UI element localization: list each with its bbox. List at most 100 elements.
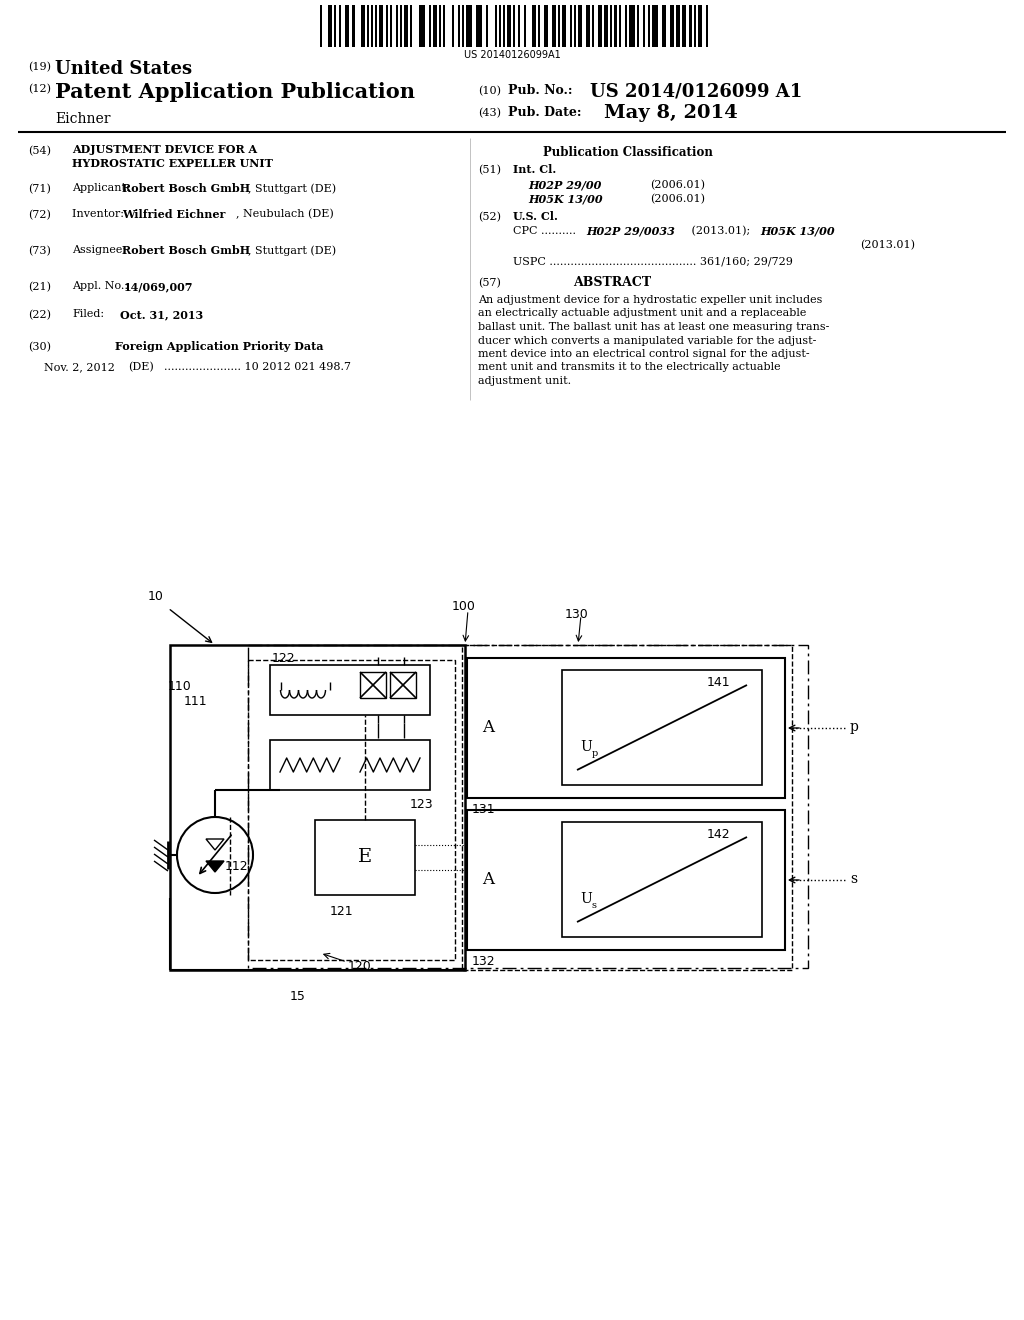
Bar [562,5,566,48]
Text: 110: 110 [168,680,191,693]
Bar [523,5,525,48]
Text: 10: 10 [148,590,164,603]
Bar [270,741,430,789]
Text: (54): (54) [28,147,51,156]
Text: Eichner: Eichner [55,112,111,125]
Bar [517,5,520,48]
Text: Oct. 31, 2013: Oct. 31, 2013 [120,309,203,319]
Bar [676,5,680,48]
Text: Appl. No.:: Appl. No.: [72,281,132,290]
Text: 100: 100 [452,601,476,612]
Text: H05K 13/00: H05K 13/00 [760,226,835,238]
Bar [670,5,674,48]
Text: an electrically actuable adjustment unit and a replaceable: an electrically actuable adjustment unit… [478,309,806,318]
Text: H05K 13/00: H05K 13/00 [528,194,603,205]
Text: (52): (52) [478,213,501,222]
Bar [531,5,536,48]
Bar [385,5,388,48]
Bar [462,5,464,48]
Text: 14/069,007: 14/069,007 [124,281,194,292]
Bar [495,5,497,48]
Bar [404,5,409,48]
Bar [419,5,425,48]
Text: HYDROSTATIC EXPELLER UNIT: HYDROSTATIC EXPELLER UNIT [72,158,272,169]
Bar [637,5,639,48]
Text: US 20140126099A1: US 20140126099A1 [464,50,560,59]
Bar [693,5,696,48]
Text: s: s [850,873,857,886]
Bar [375,5,378,48]
Bar [248,645,808,968]
Bar [586,5,590,48]
Text: 130: 130 [565,609,589,620]
Text: ducer which converts a manipulated variable for the adjust-: ducer which converts a manipulated varia… [478,335,816,346]
Bar [562,671,762,785]
Bar [513,5,515,48]
Bar [367,5,369,48]
Text: 122: 122 [272,652,296,665]
Text: 141: 141 [707,676,731,689]
Bar [682,5,686,48]
Text: (2006.01): (2006.01) [650,194,705,205]
Bar [625,5,627,48]
Text: 15: 15 [290,990,306,1003]
Text: (71): (71) [28,183,51,194]
Bar [476,5,482,48]
Bar [429,5,431,48]
Bar [329,5,332,48]
Text: H02P 29/0033: H02P 29/0033 [586,226,675,238]
Bar [592,5,594,48]
Text: A: A [482,719,494,737]
Bar [569,5,572,48]
Text: U: U [580,892,592,906]
Text: USPC .......................................... 361/160; 29/729: USPC ...................................… [513,256,793,267]
Text: (22): (22) [28,310,51,321]
Bar [604,5,608,48]
Text: 111: 111 [184,696,208,708]
Text: H02P 29/00: H02P 29/00 [528,180,601,191]
Bar [507,5,511,48]
Text: 120: 120 [348,960,372,973]
Text: Inventor:: Inventor: [72,209,131,219]
Text: (72): (72) [28,210,51,220]
Text: , Neubulach (DE): , Neubulach (DE) [236,209,334,219]
Bar [552,5,556,48]
Bar [466,5,472,48]
Text: (73): (73) [28,246,51,256]
Text: E: E [358,847,372,866]
Bar [390,5,392,48]
Bar [248,660,455,960]
Bar [315,820,415,895]
Text: 131: 131 [472,803,496,816]
Text: Assignee:: Assignee: [72,246,130,255]
Text: Int. Cl.: Int. Cl. [513,164,556,176]
Bar [499,5,501,48]
Bar [558,5,560,48]
Text: , Stuttgart (DE): , Stuttgart (DE) [248,183,336,194]
Bar [395,5,398,48]
Bar [544,5,548,48]
Bar [574,5,577,48]
Text: ballast unit. The ballast unit has at least one measuring trans-: ballast unit. The ballast unit has at le… [478,322,829,333]
Text: (57): (57) [478,279,501,288]
Text: Foreign Application Priority Data: Foreign Application Priority Data [115,341,324,352]
Text: ment unit and transmits it to the electrically actuable: ment unit and transmits it to the electr… [478,363,780,372]
Text: adjustment unit.: adjustment unit. [478,376,571,385]
Bar [360,672,386,698]
Text: (21): (21) [28,282,51,292]
Text: U.S. Cl.: U.S. Cl. [513,211,558,222]
Bar [503,5,505,48]
Text: 123: 123 [410,799,433,810]
Text: (19): (19) [28,62,51,73]
Text: May 8, 2014: May 8, 2014 [604,104,737,121]
Bar [610,5,612,48]
Text: Publication Classification: Publication Classification [543,147,713,158]
Bar [339,5,341,48]
Text: (30): (30) [28,342,51,352]
Bar [689,5,691,48]
Bar [458,5,460,48]
Bar [614,5,616,48]
Polygon shape [206,861,224,873]
Text: ADJUSTMENT DEVICE FOR A: ADJUSTMENT DEVICE FOR A [72,144,257,154]
Bar [706,5,708,48]
